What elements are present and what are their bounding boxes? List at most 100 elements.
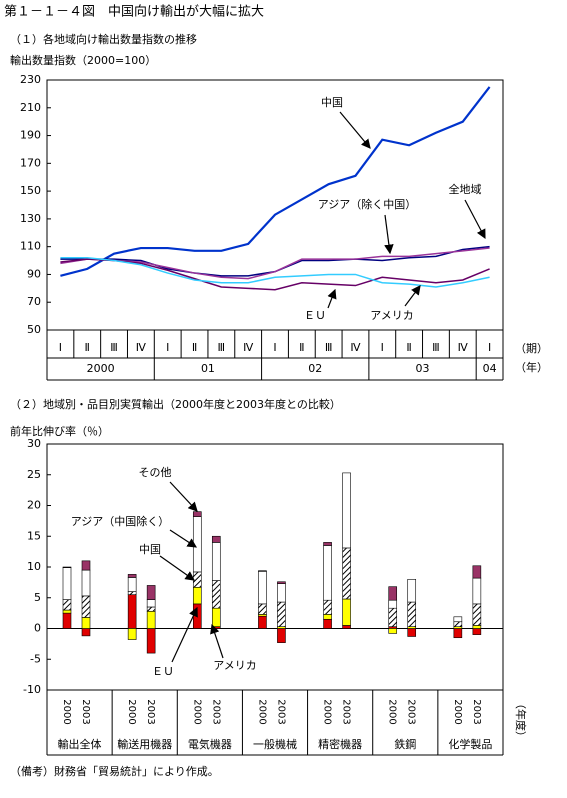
series-label: その他 (139, 466, 172, 479)
series-line (60, 247, 490, 280)
bar-segment (323, 542, 332, 546)
x-subtick-label: 2003 (471, 699, 482, 724)
x-tick-label: 輸送用機器 (117, 737, 172, 751)
x-group-label: 2000 (87, 362, 115, 375)
series-line (60, 86, 491, 277)
page-title: 第１－１－４図 中国向け輸出が大幅に拡大 (4, 4, 264, 20)
x-tick-label: Ⅳ (350, 341, 361, 354)
bar-segment (192, 603, 202, 629)
bar-segment (211, 535, 221, 543)
bar-segment (192, 586, 202, 605)
x-subtick-label: 2000 (322, 699, 333, 724)
bar-segment (407, 628, 417, 637)
bar-segment (388, 628, 398, 634)
bar-segment (453, 616, 463, 623)
y-tick-label: 30 (27, 437, 41, 450)
bar-segment (472, 577, 482, 605)
bar-segment (211, 580, 221, 609)
bar-segment (342, 598, 351, 626)
x-tick-label: 輸出全体 (58, 737, 102, 751)
y-tick-label: 0 (34, 622, 41, 635)
series-label: アジア（中国除く） (71, 514, 170, 528)
series-label: ＥＵ (152, 665, 174, 678)
bar-segment (62, 566, 72, 568)
x-subtick-label: 2003 (145, 699, 156, 724)
bar-segment (62, 609, 72, 614)
bar-segment (258, 603, 267, 615)
annotation-arrow (169, 481, 198, 512)
x-subtick-label: 2000 (61, 699, 72, 724)
y-tick-label: 150 (20, 184, 41, 197)
x-subtick-label: 2003 (210, 699, 221, 724)
x-tick-label: Ⅲ (218, 341, 226, 354)
x-tick-label: Ⅰ (59, 341, 62, 354)
x-subtick-label: 2000 (256, 699, 267, 724)
y-tick-label: 190 (20, 129, 41, 142)
bar-segment (81, 617, 91, 629)
x-tick-label: 電気機器 (188, 737, 232, 751)
x-tick-label: 一般機械 (253, 737, 297, 751)
chart-title: （１）各地域向け輸出数量指数の推移 (10, 32, 197, 46)
x-group-label: 02 (308, 362, 322, 375)
bar-segment (62, 599, 72, 611)
y-tick-label: 10 (27, 560, 41, 573)
series-label: アジア（除く中国） (318, 197, 417, 211)
x-group-label: 04 (483, 362, 497, 375)
series-label: 中国 (321, 96, 343, 109)
x-tick-label: Ⅰ (273, 341, 276, 354)
annotation-arrow (327, 288, 337, 309)
x-subtick-label: 2000 (191, 699, 202, 724)
x-tick-label: Ⅱ (299, 341, 304, 354)
y-axis-label: 前年比伸び率（％） (10, 424, 109, 438)
annotation-arrow (171, 606, 198, 663)
series-label: 全地域 (449, 182, 482, 196)
bar-segment (342, 547, 351, 600)
plot-frame (46, 443, 504, 691)
x-tick-label: Ⅰ (488, 341, 491, 354)
bar-segment (127, 574, 137, 578)
series-label: アメリカ (213, 659, 256, 672)
x-tick-label: Ⅱ (406, 341, 411, 354)
bar-segment (146, 585, 156, 600)
series-label: アメリカ (370, 309, 413, 322)
bar-segment (472, 625, 482, 629)
bar-segment (81, 569, 91, 597)
y-tick-label: 5 (34, 591, 41, 604)
bar-segment (388, 586, 398, 601)
bar-segment (192, 511, 202, 517)
bar-segment (388, 607, 398, 627)
y-tick-label: 20 (27, 499, 41, 512)
annotation-arrow (210, 623, 224, 659)
bar-segment (81, 560, 91, 571)
series-label: 中国 (139, 543, 161, 556)
x-tick-label: Ⅲ (432, 341, 440, 354)
bar-segment (258, 571, 267, 605)
bar-segment (342, 472, 351, 549)
y-tick-label: 230 (20, 73, 41, 86)
annotation-arrow (384, 214, 394, 255)
x-tick-label: Ⅲ (325, 341, 333, 354)
bar-segment (277, 628, 286, 643)
bar-segment (323, 545, 332, 601)
bar-segment (323, 618, 332, 629)
bar-segment (388, 599, 398, 609)
x-tick-label: Ⅳ (136, 341, 147, 354)
x-subtick-label: 2003 (80, 699, 91, 724)
bar-segment (323, 614, 332, 620)
annotation-arrow (159, 555, 195, 581)
bar-segment (211, 607, 221, 627)
bar-segment (472, 565, 482, 579)
bar-segment (146, 599, 156, 608)
y-tick-label: 70 (27, 295, 41, 308)
x-tick-label: Ⅱ (85, 341, 90, 354)
series-line (60, 258, 490, 291)
x-subtick-label: 2000 (126, 699, 137, 724)
chart-title: （２）地域別・品目別実質輸出（2000年度と2003年度との比較） (10, 397, 341, 411)
x-unit-label: （年） (515, 360, 548, 374)
y-tick-label: -10 (23, 683, 41, 696)
bar-segment (127, 577, 137, 592)
bar-segment (192, 516, 202, 573)
x-subtick-label: 2000 (452, 699, 463, 724)
x-group-label: 01 (201, 362, 215, 375)
bar-segment (146, 628, 156, 654)
